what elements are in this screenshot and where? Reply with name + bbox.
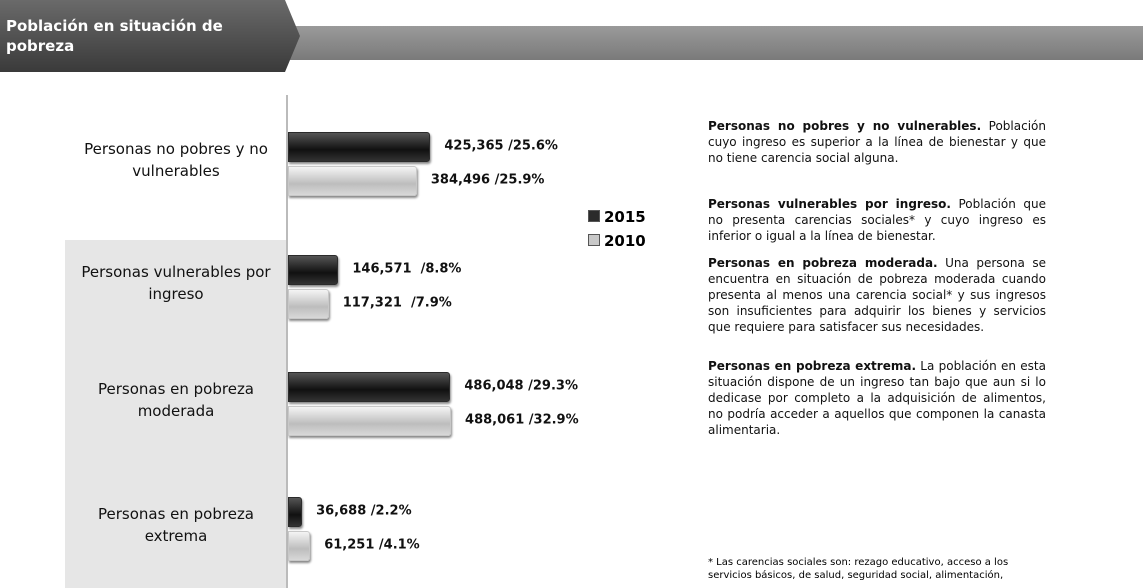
definition-text: Población que no presenta carencias soci… <box>708 197 1046 243</box>
bar <box>288 531 311 561</box>
legend-swatch <box>588 234 600 246</box>
definition-term: Personas vulnerables por ingreso. <box>708 197 951 211</box>
definition: Personas vulnerables por ingreso. Poblac… <box>708 196 1046 244</box>
bar <box>288 255 339 285</box>
category-label: Personas en pobreza extrema <box>97 505 255 545</box>
category-panel <box>65 240 287 588</box>
category-label: Personas en pobreza moderada <box>97 380 255 420</box>
legend-label: 2015 <box>604 208 646 226</box>
legend-entry: 2010 <box>588 232 646 250</box>
bar <box>288 497 303 527</box>
value-label: 36,688 /2.2% <box>316 503 412 519</box>
definition-text: Población cuyo ingreso es superior a la … <box>708 119 1046 165</box>
bar <box>288 166 417 196</box>
bar <box>288 132 431 162</box>
legend-label: 2010 <box>604 232 646 250</box>
definition: Personas en pobreza extrema. La població… <box>708 358 1046 438</box>
axis-line <box>286 95 288 588</box>
category-label: Personas no pobres y no vulnerables <box>84 140 268 180</box>
value-label: 384,496 /25.9% <box>430 172 545 188</box>
header-tab <box>0 0 300 72</box>
value-label: 425,365 /25.6% <box>444 138 558 154</box>
definition-term: Personas en pobreza extrema. <box>708 359 917 373</box>
definition-term: Personas no pobres y no vulnerables. <box>708 119 982 133</box>
bar <box>288 406 452 436</box>
bar <box>288 372 451 402</box>
value-label: 488,061 /32.9% <box>465 412 579 428</box>
legend-entry: 2015 <box>588 208 646 226</box>
value-label: 117,321 /7.9% <box>342 295 452 311</box>
category-label: Personas vulnerables por ingreso <box>81 263 271 303</box>
value-label: 61,251 /4.1% <box>324 537 420 553</box>
footnote: * Las carencias sociales son: rezago edu… <box>708 557 1009 581</box>
definition-term: Personas en pobreza moderada. <box>708 256 938 270</box>
bar <box>288 289 329 319</box>
definition: Personas en pobreza moderada. Una person… <box>708 255 1046 335</box>
definition-text: La población en esta situación dispone d… <box>708 359 1046 437</box>
definition: Personas no pobres y no vulnerables. Pob… <box>708 118 1046 166</box>
legend-swatch <box>588 210 600 222</box>
chart-title: Población en situación de pobreza <box>6 17 223 55</box>
definition-text: Una persona se encuentra en situación de… <box>708 256 1046 334</box>
value-label: 146,571 /8.8% <box>352 261 462 277</box>
header-band <box>290 26 1143 60</box>
value-label: 486,048 /29.3% <box>464 378 578 394</box>
